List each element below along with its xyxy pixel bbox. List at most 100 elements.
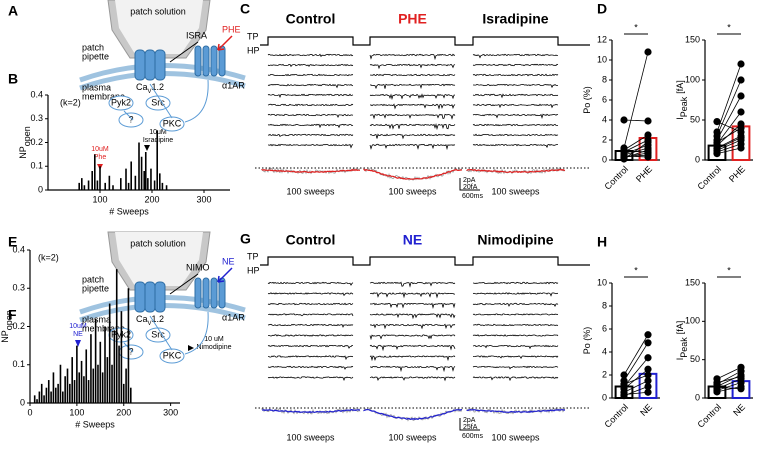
arrow [75, 340, 81, 347]
point [737, 76, 745, 84]
sweep [369, 63, 456, 70]
pair-line [623, 368, 649, 390]
sweep [369, 83, 456, 90]
pair-line [716, 386, 742, 390]
y-tick-label: 4 [602, 114, 607, 124]
x-tick-label: Control [603, 402, 631, 430]
sweep [369, 73, 456, 77]
sweep [369, 376, 456, 382]
label: patch solution [130, 238, 186, 248]
bar [94, 154, 96, 190]
receptor [218, 277, 226, 309]
bar [140, 156, 143, 190]
label: membrane [82, 91, 125, 101]
point [620, 153, 628, 161]
receptor [202, 45, 210, 77]
point [713, 379, 721, 387]
sweep [472, 143, 558, 149]
scale-label: 2pA [463, 417, 476, 424]
bar [40, 383, 43, 403]
panel-label: F [8, 307, 17, 323]
bar [147, 178, 149, 190]
pair-line [623, 342, 649, 381]
kinase [159, 348, 185, 364]
sweep [369, 93, 456, 101]
average-trace [466, 408, 566, 414]
sweep [267, 113, 354, 119]
channel-label: CaV1.2 [136, 82, 164, 94]
y-tick-label: 50 [690, 114, 700, 124]
sweep [369, 123, 456, 131]
x-tick-label: Control [696, 402, 724, 430]
pair-line [623, 380, 649, 393]
point [737, 144, 745, 152]
y-label-sub: open [22, 126, 32, 146]
annotation: Nimodipine [196, 344, 231, 351]
sweeps-label: 100 sweeps [388, 432, 437, 442]
bar [92, 368, 95, 403]
sweep [472, 113, 559, 119]
y-tick-label: 8 [602, 74, 607, 84]
kinase-label: Src [151, 97, 165, 107]
bar [138, 142, 140, 190]
bar [165, 185, 168, 190]
inhibit-arrow [169, 41, 199, 63]
y-tick-label: 100 [685, 74, 700, 84]
bar [125, 168, 127, 190]
x-tick-label: 100 [92, 194, 107, 204]
sweep [369, 113, 456, 120]
trace-title: NE [403, 232, 422, 248]
channel-name: Ca [136, 314, 148, 324]
y-tick-label: 0.1 [30, 161, 43, 171]
bar [52, 372, 55, 403]
bar [150, 168, 152, 190]
hp-label: HP [247, 45, 260, 55]
x-tick-label: 0 [27, 407, 32, 417]
point [644, 131, 652, 139]
sweep [267, 323, 354, 328]
bar [87, 180, 90, 190]
trace-title: Nimodipine [477, 232, 553, 248]
y-axis-label: Po (%) [582, 327, 592, 355]
y-tick-label: 2 [602, 369, 607, 379]
x-tick-label: NE [638, 402, 654, 418]
scale-label: 2pA [463, 177, 476, 184]
panel-label: E [8, 234, 17, 250]
bar [45, 387, 48, 403]
arrow [144, 145, 150, 151]
sweep [472, 365, 559, 370]
bar [120, 311, 123, 403]
y-tick-label: 0.2 [12, 321, 25, 331]
bar [104, 182, 106, 190]
pair-line [623, 152, 649, 158]
x-axis-label: # Sweeps [75, 419, 115, 429]
pair-line [716, 111, 742, 145]
annotation: 10uM [91, 146, 109, 153]
significance: * [634, 22, 638, 32]
label: membrane [82, 323, 125, 333]
bar [106, 357, 109, 403]
bar [43, 395, 45, 403]
channel-label: CaV1.2 [136, 314, 164, 326]
bar [81, 178, 83, 190]
x-tick-label: 300 [163, 407, 178, 417]
pair-line [623, 391, 649, 395]
bar [129, 387, 132, 403]
sweeps-label: 100 sweeps [388, 186, 437, 196]
sweep [267, 302, 354, 306]
sweep [267, 133, 354, 137]
sweep [267, 53, 354, 58]
x-tick-label: 300 [196, 194, 211, 204]
k-label: (k=2) [60, 97, 81, 107]
y-tick-label: 0.4 [30, 89, 43, 99]
channel-sub: V [147, 89, 151, 95]
pair-line [716, 147, 742, 154]
bar [122, 383, 125, 403]
trace-title: Isradipine [482, 11, 548, 27]
bar [130, 161, 132, 190]
pair-line [716, 143, 742, 153]
y-tick-label: 2 [602, 134, 607, 144]
pair-line [623, 134, 649, 151]
bar [87, 380, 90, 403]
